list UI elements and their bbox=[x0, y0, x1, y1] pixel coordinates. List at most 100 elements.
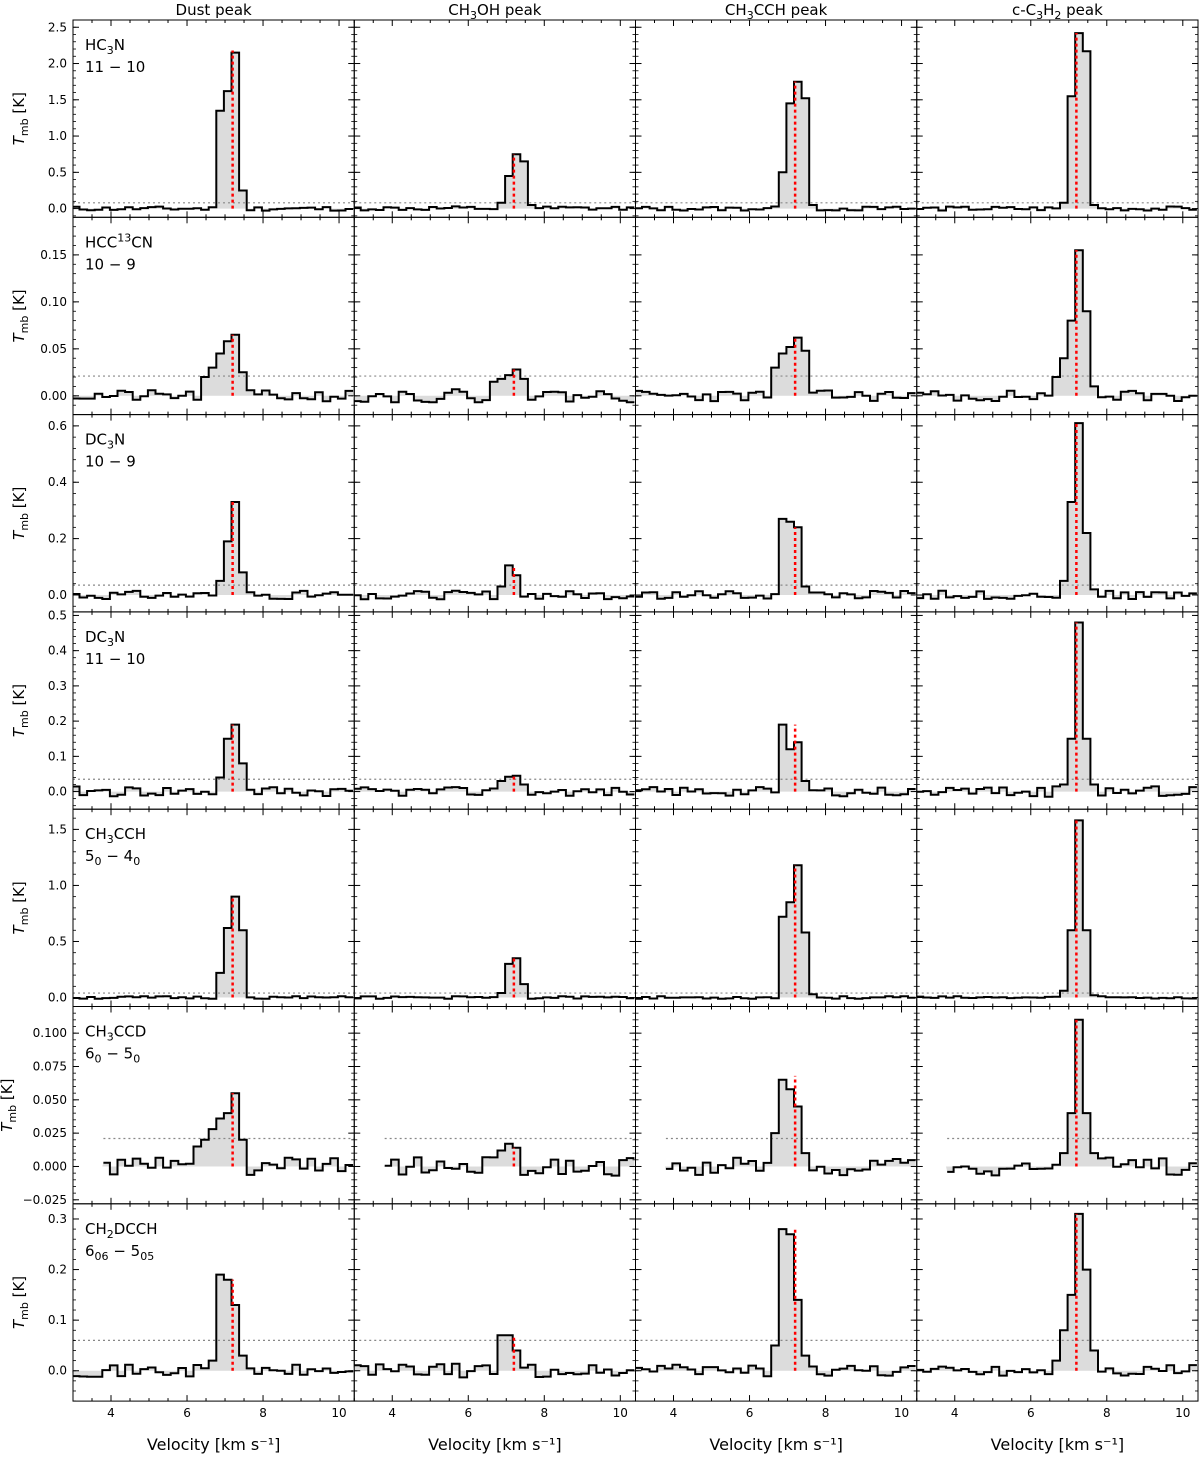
line-label: DC3N bbox=[85, 628, 125, 649]
panel-frame bbox=[916, 1203, 1199, 1402]
spectrum-line bbox=[354, 564, 635, 601]
x-tick-label: 8 bbox=[1103, 1406, 1111, 1420]
x-axis-label: Velocity [km s⁻¹] bbox=[709, 1435, 842, 1454]
y-axis-label: Tmb [K] bbox=[10, 684, 31, 737]
y-tick-label: 0.0 bbox=[48, 202, 67, 216]
y-tick-label: 1.0 bbox=[48, 129, 67, 143]
spectrum-fill bbox=[915, 1213, 1197, 1376]
panel-5-4 bbox=[915, 808, 1199, 1008]
y-tick-label: −0.025 bbox=[23, 1193, 67, 1207]
panel-7-3 bbox=[634, 1203, 918, 1402]
y-tick-label: 0.2 bbox=[48, 1263, 67, 1277]
y-tick-label: 0.00 bbox=[40, 389, 67, 403]
spectrum-line bbox=[665, 1078, 916, 1177]
spectrum-fill bbox=[353, 154, 635, 211]
line-label: HCC13CN bbox=[85, 231, 153, 251]
spectrum-fill bbox=[915, 33, 1197, 211]
x-tick-label: 8 bbox=[822, 1406, 830, 1420]
panel-frame bbox=[353, 414, 636, 613]
line-label: CH3CCD bbox=[85, 1023, 146, 1044]
x-tick-label: 10 bbox=[894, 1406, 909, 1420]
y-tick-label: 0.075 bbox=[33, 1059, 67, 1073]
y-tick-label: 0.100 bbox=[33, 1026, 67, 1040]
spectrum-fill bbox=[634, 81, 916, 211]
x-tick-label: 6 bbox=[183, 1406, 191, 1420]
y-tick-label: 1.0 bbox=[48, 878, 67, 892]
spectrum-line bbox=[73, 895, 354, 1000]
x-tick-label: 4 bbox=[107, 1406, 115, 1420]
spectrum-line bbox=[635, 864, 916, 1000]
spectrum-line bbox=[635, 517, 916, 600]
y-tick-label: 0.050 bbox=[33, 1093, 67, 1107]
y-axis-label: Tmb [K] bbox=[10, 881, 31, 934]
spectrum-fill bbox=[634, 865, 916, 999]
y-tick-label: 0.6 bbox=[48, 419, 67, 433]
y-tick-label: 0.5 bbox=[48, 608, 67, 622]
y-axis-label: Tmb [K] bbox=[0, 1079, 19, 1132]
panel-7-2 bbox=[353, 1203, 636, 1402]
y-tick-label: 1.5 bbox=[48, 822, 67, 836]
y-tick-label: 0.000 bbox=[33, 1159, 67, 1173]
spectrum-line bbox=[916, 621, 1197, 798]
y-tick-label: 0.5 bbox=[48, 165, 67, 179]
spectrum-line bbox=[354, 957, 635, 1000]
spectrum-line bbox=[635, 723, 916, 798]
spectrum-line bbox=[635, 80, 916, 212]
panel-6-2 bbox=[353, 1006, 636, 1205]
spectrum-line bbox=[947, 1018, 1197, 1177]
spectrum-line bbox=[916, 1212, 1197, 1377]
spectrum-line bbox=[354, 774, 635, 797]
panel-2-1: HCC13CN 10 − 9 bbox=[71, 216, 355, 416]
panel-frame bbox=[353, 19, 636, 218]
transition-label: 11 − 10 bbox=[85, 58, 145, 76]
spectrum-fill bbox=[634, 724, 916, 797]
y-tick-label: 0.05 bbox=[40, 342, 67, 356]
spectrum-line bbox=[916, 819, 1197, 1000]
spectrum-fill bbox=[353, 369, 635, 403]
panel-frame bbox=[635, 19, 918, 218]
column-title-4: c-C3H2 peak bbox=[1012, 1, 1103, 22]
x-tick-label: 8 bbox=[540, 1406, 548, 1420]
line-label: CH2DCCH bbox=[85, 1220, 158, 1241]
y-tick-label: 0.10 bbox=[40, 295, 67, 309]
x-tick-label: 6 bbox=[746, 1406, 754, 1420]
spectrum-fill bbox=[634, 1229, 916, 1377]
x-axis-label: Velocity [km s⁻¹] bbox=[147, 1435, 280, 1454]
panel-4-4 bbox=[915, 611, 1199, 810]
spectrum-line bbox=[73, 333, 354, 403]
spectrum-line bbox=[635, 1228, 916, 1378]
spectrum-fill bbox=[915, 622, 1197, 797]
spectrum-line bbox=[103, 1092, 354, 1176]
y-tick-label: 2.0 bbox=[48, 57, 67, 71]
y-tick-label: 0.0 bbox=[48, 785, 67, 799]
panel-2-4 bbox=[915, 216, 1199, 416]
y-axis-label: Tmb [K] bbox=[10, 487, 31, 540]
x-tick-label: 10 bbox=[613, 1406, 628, 1420]
spectrum-fill bbox=[915, 250, 1197, 401]
panel-4-3 bbox=[634, 611, 918, 810]
spectrum-line bbox=[635, 336, 916, 403]
transition-label: 606 − 505 bbox=[85, 1242, 154, 1263]
spectrum-fill bbox=[353, 565, 635, 600]
panel-5-3 bbox=[634, 808, 918, 1008]
panel-1-4 bbox=[915, 19, 1199, 218]
panel-2-3 bbox=[634, 216, 918, 416]
spectrum-line bbox=[73, 501, 354, 600]
y-tick-label: 0.4 bbox=[48, 644, 67, 658]
spectrum-fill bbox=[664, 1079, 916, 1176]
panel-frame bbox=[916, 808, 1199, 1008]
spectrum-fill bbox=[915, 820, 1197, 999]
spectrum-fill bbox=[71, 724, 354, 797]
transition-label: 10 − 9 bbox=[85, 453, 136, 471]
panel-6-3 bbox=[635, 1006, 918, 1205]
x-tick-label: 6 bbox=[464, 1406, 472, 1420]
spectrum-fill bbox=[634, 337, 916, 402]
y-tick-label: 0.0 bbox=[48, 588, 67, 602]
spectrum-line bbox=[354, 368, 635, 404]
panel-7-4 bbox=[915, 1203, 1199, 1402]
y-tick-label: 0.1 bbox=[48, 1313, 67, 1327]
